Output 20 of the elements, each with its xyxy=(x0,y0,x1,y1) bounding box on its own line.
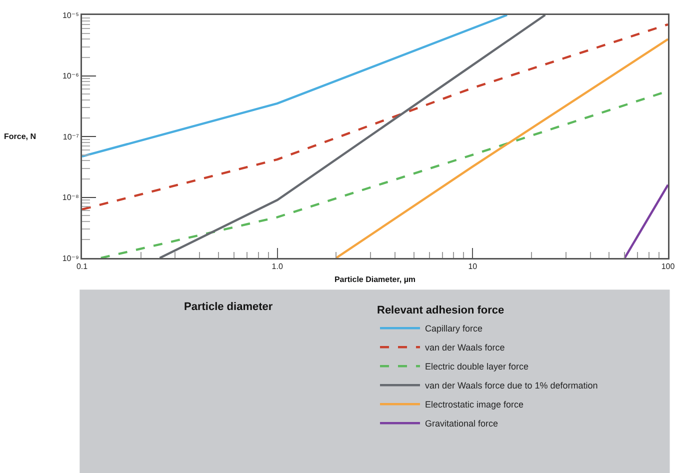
line-series xyxy=(82,23,668,211)
y-tick-label: 10⁻⁶ xyxy=(62,72,79,81)
x-tick-label: 0.1 xyxy=(76,262,88,272)
x-axis-title: Particle Diameter, µm xyxy=(334,274,416,284)
text: Particle diameter xyxy=(184,301,274,313)
legend-title: Relevant adhesion force xyxy=(377,304,504,317)
y-tick-label: 10⁻⁸ xyxy=(62,193,79,202)
legend-label: Capillary force xyxy=(425,324,483,334)
legend-label: Electric double layer force xyxy=(425,362,529,372)
y-tick-label: 10⁻⁵ xyxy=(62,10,79,20)
legend-label: van der Waals force xyxy=(425,342,505,353)
legend-label: Gravitational force xyxy=(425,418,498,429)
legend-label: Electrostatic image force xyxy=(425,400,524,410)
x-tick-label: 1.0 xyxy=(272,262,284,272)
y-tick-label: 10⁻⁷ xyxy=(62,132,80,142)
y-axis-title: Force, N xyxy=(4,132,36,141)
x-tick-label: 10 xyxy=(468,262,478,272)
legend-label: van der Waals force due to 1% deformation xyxy=(425,380,598,391)
x-tick-label: 100 xyxy=(661,262,676,272)
y-tick-label: 10⁻⁹ xyxy=(62,254,79,263)
